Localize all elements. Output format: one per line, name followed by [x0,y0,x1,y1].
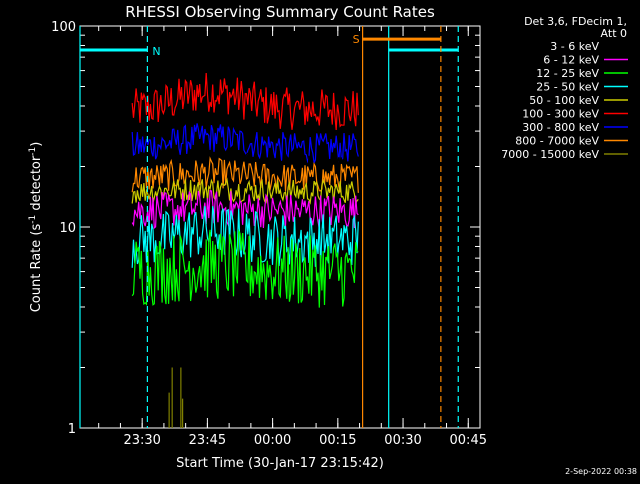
x-tick-label: 00:45 [450,433,487,448]
series-trace [131,189,359,230]
night-marker [80,26,148,428]
night-label: N [152,45,160,58]
x-tick-label: 23:45 [189,433,226,448]
legend-entry-label: 12 - 25 keV [536,67,599,80]
legend-entry-label: 100 - 300 keV [522,108,599,121]
saa-marker [362,26,442,428]
y-tick-label: 10 [59,221,76,236]
plot-area: 1 10 100 23:30 23:45 00:00 00:15 00:30 00:45 Coun… [28,20,487,448]
series-trace [131,156,359,193]
timestamp-label: 2-Sep-2022 00:38 [565,467,637,476]
x-tick-label: 00:00 [254,433,291,448]
x-tick-label: 00:15 [319,433,356,448]
series-6-12-kev [131,189,359,230]
legend-header: Det 3,6, FDecim 1, [524,15,627,28]
legend-entry-label: 25 - 50 keV [536,81,599,94]
x-tick-label: 00:30 [384,433,421,448]
legend-entry-label: 800 - 7000 keV [515,135,599,148]
legend-entry-label: 6 - 12 keV [543,54,599,67]
series-trace [131,72,359,131]
legend-entry-label: 50 - 100 keV [529,94,599,107]
x-axis-label: Start Time (30-Jan-17 23:15:42) [176,456,384,471]
legend-entry-label: 7000 - 15000 keV [501,148,599,161]
saa-label: S [353,33,360,46]
legend-entry-label: 300 - 800 keV [522,121,599,134]
y-axis-label-part: -1 [28,215,38,224]
series-100-300-kev [131,72,359,131]
y-tick-label: 100 [51,20,76,35]
series-800-7000-kev [131,156,359,193]
y-axis-label-part: -1 [28,147,38,156]
chart-title: RHESSI Observing Summary Count Rates [125,3,435,21]
series-300-800-kev [131,123,359,166]
legend-entry-label: 3 - 6 keV [550,40,599,53]
series-trace [131,123,359,166]
series-12-25-kev [131,228,359,308]
y-axis-label: Count Rate (s-1 detector-1) [28,142,44,313]
y-tick-label: 1 [68,422,76,437]
night-marker [388,26,459,428]
series-trace [131,228,359,308]
y-axis-label-part: Count Rate (s [29,224,44,313]
y-axis-label-part: ) [29,142,44,147]
y-axis-label-part: detector [29,155,44,215]
x-tick-label: 23:30 [123,433,160,448]
legend-header: Att 0 [601,27,627,40]
